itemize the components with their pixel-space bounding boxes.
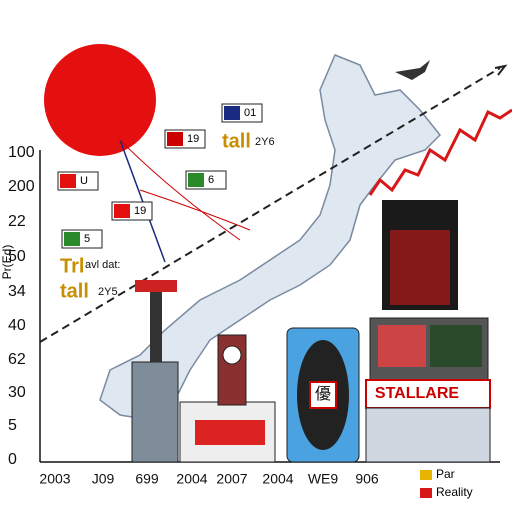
x-label: 2007 — [216, 471, 247, 487]
y-label: 200 — [8, 178, 35, 195]
tag-label: 19 — [134, 205, 146, 217]
torii — [135, 280, 177, 292]
note: tall — [222, 130, 251, 152]
monitor-screen — [430, 325, 482, 367]
pointer-line — [119, 139, 241, 241]
note: Trl — [60, 255, 84, 277]
note: avl dat: — [85, 259, 120, 271]
flag — [114, 204, 130, 218]
x-label: J09 — [92, 471, 115, 487]
red-sun — [44, 44, 156, 156]
legend-swatch — [420, 470, 432, 480]
y-label: 0 — [8, 451, 17, 468]
tag-label: 01 — [244, 107, 256, 119]
axis-title: Pr(Ed) — [0, 245, 14, 280]
y-label: 30 — [8, 384, 26, 401]
tag-label: 6 — [208, 174, 214, 186]
x-label: 2003 — [39, 471, 70, 487]
y-label: 50 — [8, 248, 26, 265]
pointer-line — [119, 139, 166, 263]
plane — [395, 60, 430, 80]
legend-swatch — [420, 488, 432, 498]
station-band — [195, 420, 265, 445]
y-label: 5 — [8, 417, 17, 434]
note: tall — [60, 280, 89, 302]
y-label: 100 — [8, 144, 35, 161]
x-label: 2004 — [262, 471, 293, 487]
legend-label: Reality — [436, 485, 473, 499]
flag — [224, 106, 240, 120]
x-label: WE9 — [308, 471, 339, 487]
building — [131, 361, 179, 463]
skyscraper-windows — [390, 230, 450, 305]
red-line — [368, 108, 512, 196]
tag-label: 5 — [84, 233, 90, 245]
y-label: 40 — [8, 317, 26, 334]
legend-label: Par — [436, 467, 455, 481]
x-label: 906 — [355, 471, 379, 487]
note: 2Y6 — [255, 136, 275, 148]
store-sign — [365, 379, 491, 409]
clock — [222, 345, 242, 365]
note: 2Y5 — [98, 286, 118, 298]
store-sign-text: STALLARE — [375, 385, 459, 402]
flag — [60, 174, 76, 188]
monitor-screen — [378, 325, 426, 367]
x-label: 699 — [135, 471, 159, 487]
pointer-line — [139, 189, 251, 231]
tag-label: U — [80, 175, 88, 187]
map-shape — [99, 54, 442, 421]
flag — [64, 232, 80, 246]
flag — [188, 173, 204, 187]
trend-arrow — [494, 64, 508, 76]
badge-box — [309, 381, 337, 409]
store — [365, 407, 491, 463]
x-label: 2004 — [176, 471, 207, 487]
y-label: 22 — [8, 213, 26, 230]
tag-label: 19 — [187, 133, 199, 145]
badge-text: 優 — [315, 385, 331, 403]
trend-line — [39, 67, 501, 343]
y-label: 34 — [8, 283, 26, 300]
clock-tower — [217, 334, 247, 406]
y-label: 62 — [8, 351, 26, 368]
tower — [150, 290, 162, 362]
flag — [167, 132, 183, 146]
